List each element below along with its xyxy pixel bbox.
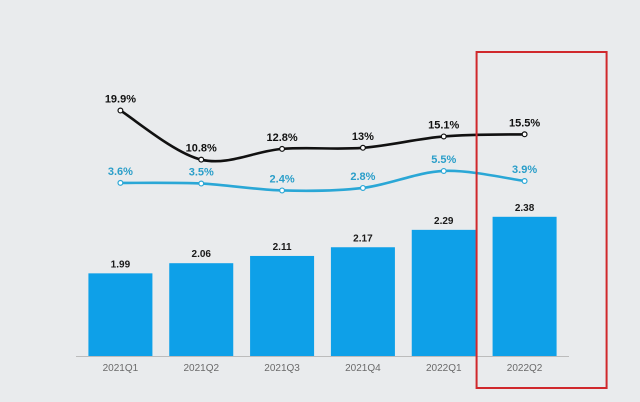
blue-line bbox=[119, 169, 526, 193]
black-line-label-2021Q2: 10.8% bbox=[186, 143, 217, 155]
bar-label-2021Q2: 2.06 bbox=[192, 249, 212, 260]
black-line-label-2022Q2: 15.5% bbox=[509, 117, 540, 129]
black-line-label-2021Q4: 13% bbox=[352, 131, 374, 143]
blue-line-label-2022Q2: 3.9% bbox=[512, 164, 537, 176]
blue-line-label-2021Q1: 3.6% bbox=[108, 166, 133, 178]
x-tick-2021Q3: 2021Q3 bbox=[264, 363, 300, 374]
black-line-point-2021Q4 bbox=[359, 144, 366, 151]
black-line-point-2021Q1 bbox=[117, 107, 124, 114]
highlight-box bbox=[475, 51, 608, 389]
black-line-label-2021Q3: 12.8% bbox=[266, 132, 297, 144]
blue-line-label-2021Q3: 2.4% bbox=[270, 173, 295, 185]
bar-2021Q1 bbox=[88, 273, 153, 356]
bar-2022Q2 bbox=[492, 216, 557, 356]
blue-line-point-2021Q2 bbox=[198, 180, 205, 187]
black-line-label-2022Q1: 15.1% bbox=[428, 119, 459, 131]
x-tick-2022Q1: 2022Q1 bbox=[426, 363, 462, 374]
bar-label-2022Q1: 2.29 bbox=[434, 216, 454, 227]
black-line-point-2021Q3 bbox=[279, 145, 286, 152]
blue-line-point-2022Q2 bbox=[521, 178, 528, 185]
blue-line-label-2021Q4: 2.8% bbox=[350, 171, 375, 183]
bar-label-2021Q3: 2.11 bbox=[273, 242, 292, 253]
blue-line-point-2021Q4 bbox=[359, 184, 366, 191]
blue-line-label-2022Q1: 5.5% bbox=[431, 154, 456, 166]
black-line-point-2022Q2 bbox=[521, 131, 528, 138]
bar-2021Q2 bbox=[169, 263, 234, 356]
bar-2021Q4 bbox=[330, 247, 395, 356]
bar-2022Q1 bbox=[411, 229, 476, 356]
blue-line-point-2021Q3 bbox=[279, 187, 286, 194]
black-line-label-2021Q1: 19.9% bbox=[105, 94, 136, 106]
x-tick-2021Q2: 2021Q2 bbox=[183, 363, 219, 374]
bar-2021Q3 bbox=[250, 255, 315, 356]
bar-label-2021Q4: 2.17 bbox=[353, 233, 373, 244]
blue-line-point-2021Q1 bbox=[117, 179, 124, 186]
black-line-point-2021Q2 bbox=[198, 156, 205, 163]
bar-label-2021Q1: 1.99 bbox=[111, 259, 131, 270]
blue-line-point-2022Q1 bbox=[440, 167, 447, 174]
x-tick-2021Q1: 2021Q1 bbox=[103, 363, 139, 374]
blue-line-label-2021Q2: 3.5% bbox=[189, 167, 214, 179]
black-line-point-2022Q1 bbox=[440, 133, 447, 140]
x-tick-2021Q4: 2021Q4 bbox=[345, 363, 381, 374]
black-line bbox=[119, 109, 526, 163]
bar-label-2022Q2: 2.38 bbox=[515, 203, 535, 214]
x-tick-2022Q2: 2022Q2 bbox=[507, 363, 543, 374]
